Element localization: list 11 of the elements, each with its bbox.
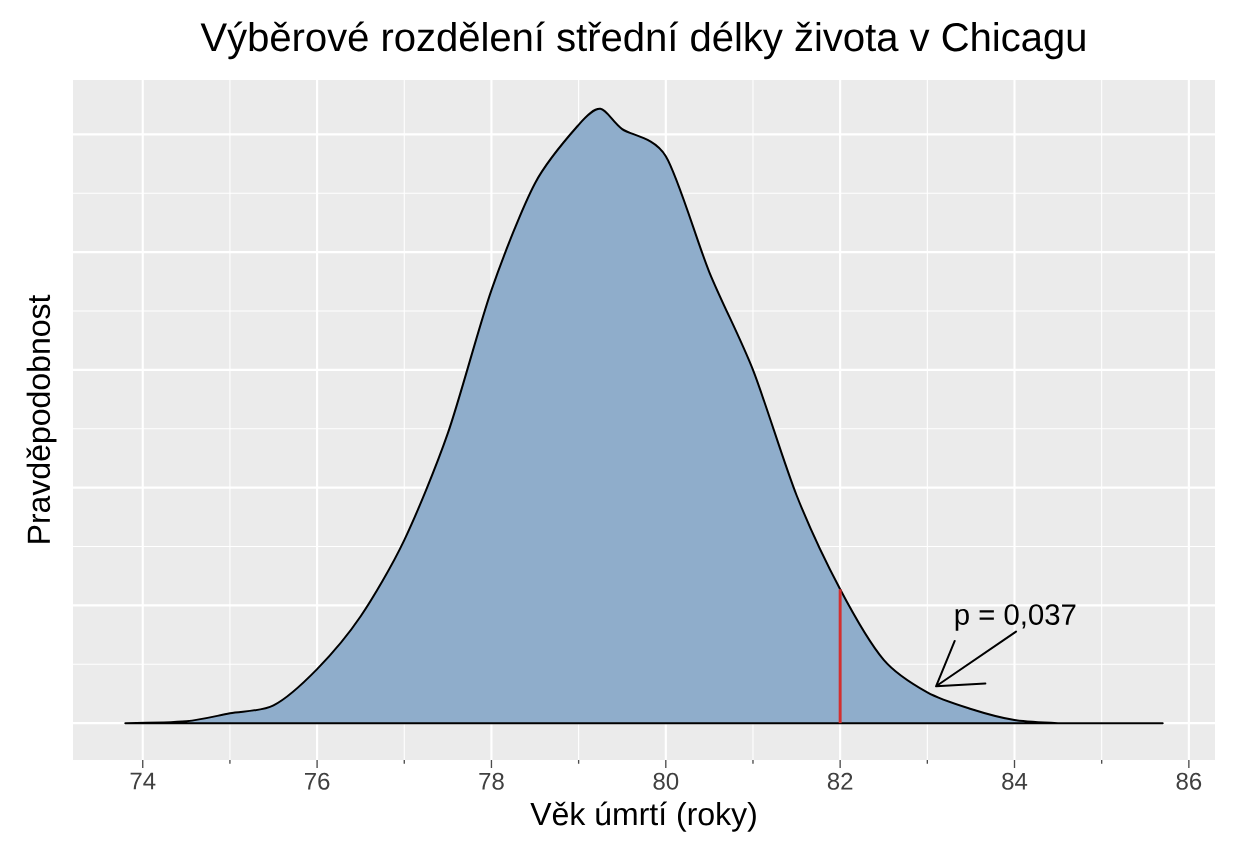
x-tick-label: 82 xyxy=(827,772,853,790)
annotation: p = 0,037 xyxy=(955,604,1076,631)
y-axis-title: Pravděpodobnost xyxy=(26,294,57,543)
x-tick-label: 74 xyxy=(130,772,156,790)
x-tick-label: 80 xyxy=(653,772,679,790)
x-tick-label: 86 xyxy=(1176,772,1202,790)
x-tick-label: 78 xyxy=(479,772,504,790)
chart-title: Výběrové rozdělení střední délky života v Chicagu xyxy=(200,21,1085,60)
x-tick-label: 84 xyxy=(1002,772,1028,790)
x-axis-title: Věk úmrtí (roky) xyxy=(530,801,756,832)
x-tick-label: 76 xyxy=(304,772,330,790)
